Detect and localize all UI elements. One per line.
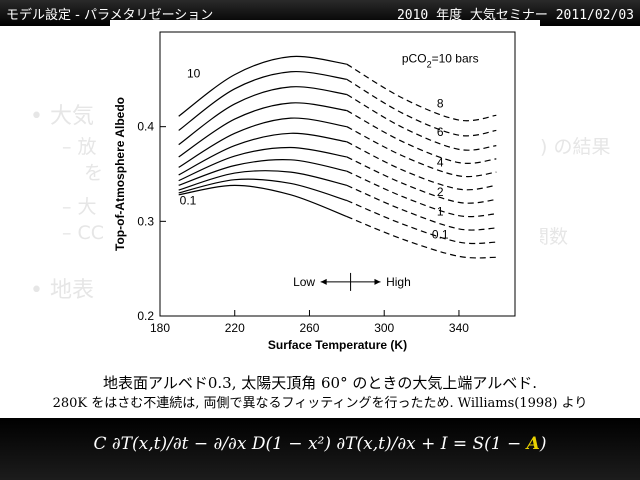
equation-footer: C ∂T(x,t)/∂t − ∂/∂x D(1 − x²) ∂T(x,t)/∂x… — [0, 418, 640, 480]
label-bottom-left: 0.1 — [180, 193, 197, 207]
caption-line-1: 地表面アルベド0.3, 太陽天頂角 60° のときの大気上端アルベド. — [103, 374, 537, 392]
slide-title: モデル設定 - パラメタリゼーション — [6, 8, 214, 23]
energy-balance-equation: C ∂T(x,t)/∂t − ∂/∂x D(1 − x²) ∂T(x,t)/∂x… — [0, 434, 640, 454]
series-line-dashed — [346, 199, 497, 245]
y-axis-label: Top-of-Atmosphere Albedo — [113, 97, 127, 251]
equation-end: ) — [539, 434, 547, 454]
series-line-dashed — [346, 78, 497, 137]
low-label: Low — [293, 275, 315, 289]
series-line-dashed — [346, 126, 497, 178]
bg-bullet-4: – 大 — [62, 196, 97, 218]
label-right: 2 — [437, 185, 444, 199]
x-tick-label: 180 — [150, 321, 170, 335]
label-right: 4 — [437, 155, 444, 169]
series-line-dashed — [346, 216, 497, 259]
label-top-left: 10 — [187, 66, 201, 80]
series-line-solid — [178, 132, 347, 176]
albedo-chart-svg: 180 220 260 300 340 0.2 0.3 0.4 Surface Temperat… — [113, 31, 516, 352]
x-axis-label: Surface Temperature (K) — [268, 338, 407, 352]
albedo-symbol: A — [526, 434, 540, 454]
bg-bullet-5: – CC — [62, 222, 105, 244]
series-line-dashed — [346, 93, 497, 151]
series-line-solid — [178, 178, 348, 202]
series-line-solid — [178, 170, 347, 191]
x-tick-label: 340 — [449, 321, 469, 335]
series-line-solid — [178, 102, 347, 158]
series-line-solid — [178, 158, 347, 186]
plot-frame — [159, 31, 516, 317]
series-line-solid — [178, 184, 348, 218]
caption-line-2: 280K をはさむ不連続は, 両側で異なるフィッティングを行ったため. Will… — [52, 396, 588, 411]
series-line-solid — [178, 86, 347, 146]
label-right: 6 — [437, 125, 444, 139]
series-line-solid — [178, 70, 347, 131]
arrow-left-head — [320, 278, 327, 285]
equation-lhs: C ∂T(x,t)/∂t − ∂/∂x D(1 − x²) ∂T(x,t)/∂x… — [93, 434, 527, 454]
x-tick-label: 260 — [299, 321, 319, 335]
y-tick-label: 0.4 — [137, 120, 154, 134]
series-line-dashed — [346, 141, 497, 191]
pco2-legend: pCO2=10 bars — [402, 51, 479, 69]
x-tick-label: 300 — [374, 321, 394, 335]
series-line-dashed — [346, 170, 497, 218]
bg-bullet-1: • 大気 — [30, 104, 94, 129]
series-line-dashed — [346, 110, 497, 164]
series-line-dashed — [346, 63, 497, 122]
high-label: High — [386, 275, 411, 289]
bg-bullet-3: を — [84, 162, 104, 184]
bg-bullet-6: • 地表 — [30, 278, 94, 303]
series-line-solid — [178, 55, 347, 117]
arrow-right-head — [374, 278, 381, 285]
series-line-solid — [178, 117, 347, 168]
label-right: 8 — [437, 97, 444, 111]
x-tick-label: 220 — [225, 321, 245, 335]
slide-date: 2010 年度 大気セミナー 2011/02/03 — [396, 8, 634, 23]
label-right: 0.1 — [432, 227, 449, 241]
albedo-chart: 180 220 260 300 340 0.2 0.3 0.4 Surface Temperat… — [110, 20, 540, 356]
bg-bullet-2-right: ) の結果 — [540, 136, 611, 158]
y-tick-label: 0.3 — [137, 214, 154, 228]
series-line-solid — [178, 146, 347, 182]
label-right: 1 — [437, 205, 444, 219]
y-tick-label: 0.2 — [137, 309, 154, 323]
bg-bullet-2: – 放 — [62, 136, 97, 158]
series-line-dashed — [346, 156, 497, 204]
series-line-dashed — [346, 184, 497, 231]
